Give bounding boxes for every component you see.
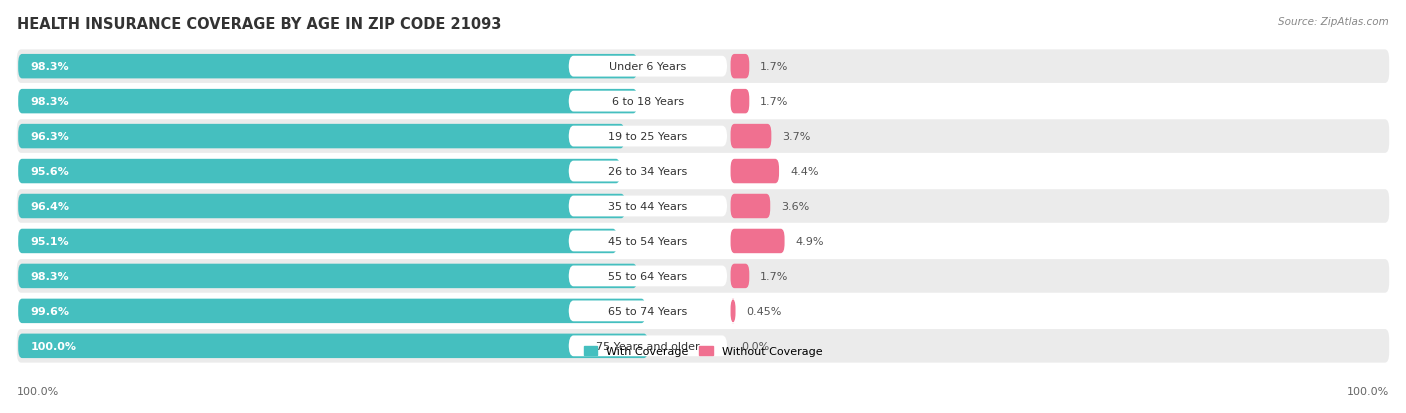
- Text: 0.0%: 0.0%: [741, 341, 770, 351]
- Text: 45 to 54 Years: 45 to 54 Years: [609, 236, 688, 247]
- Text: 35 to 44 Years: 35 to 44 Years: [609, 202, 688, 211]
- Text: 100.0%: 100.0%: [31, 341, 76, 351]
- FancyBboxPatch shape: [17, 190, 1389, 223]
- Text: 96.3%: 96.3%: [31, 132, 69, 142]
- FancyBboxPatch shape: [731, 299, 735, 323]
- FancyBboxPatch shape: [731, 125, 772, 149]
- FancyBboxPatch shape: [17, 50, 1389, 84]
- FancyBboxPatch shape: [18, 55, 637, 79]
- FancyBboxPatch shape: [17, 225, 1389, 258]
- Text: 19 to 25 Years: 19 to 25 Years: [609, 132, 688, 142]
- Text: 65 to 74 Years: 65 to 74 Years: [609, 306, 688, 316]
- FancyBboxPatch shape: [568, 126, 727, 147]
- Text: 0.45%: 0.45%: [747, 306, 782, 316]
- FancyBboxPatch shape: [568, 266, 727, 287]
- Text: HEALTH INSURANCE COVERAGE BY AGE IN ZIP CODE 21093: HEALTH INSURANCE COVERAGE BY AGE IN ZIP …: [17, 17, 502, 31]
- FancyBboxPatch shape: [18, 264, 637, 288]
- Text: 98.3%: 98.3%: [31, 62, 69, 72]
- Text: 1.7%: 1.7%: [761, 271, 789, 281]
- FancyBboxPatch shape: [568, 231, 727, 252]
- FancyBboxPatch shape: [18, 125, 624, 149]
- Text: 26 to 34 Years: 26 to 34 Years: [609, 166, 688, 177]
- FancyBboxPatch shape: [731, 55, 749, 79]
- Text: 100.0%: 100.0%: [17, 387, 59, 396]
- Text: 96.4%: 96.4%: [31, 202, 69, 211]
- FancyBboxPatch shape: [731, 194, 770, 219]
- FancyBboxPatch shape: [731, 159, 779, 184]
- Text: Source: ZipAtlas.com: Source: ZipAtlas.com: [1278, 17, 1389, 26]
- FancyBboxPatch shape: [17, 85, 1389, 119]
- FancyBboxPatch shape: [17, 294, 1389, 328]
- Text: 1.7%: 1.7%: [761, 62, 789, 72]
- FancyBboxPatch shape: [18, 194, 626, 219]
- FancyBboxPatch shape: [18, 159, 620, 184]
- Text: 75 Years and older: 75 Years and older: [596, 341, 700, 351]
- Text: 4.4%: 4.4%: [790, 166, 818, 177]
- FancyBboxPatch shape: [17, 120, 1389, 154]
- FancyBboxPatch shape: [731, 264, 749, 288]
- FancyBboxPatch shape: [18, 299, 645, 323]
- Text: 6 to 18 Years: 6 to 18 Years: [612, 97, 683, 107]
- FancyBboxPatch shape: [568, 57, 727, 77]
- Text: 3.7%: 3.7%: [782, 132, 811, 142]
- FancyBboxPatch shape: [18, 334, 648, 358]
- FancyBboxPatch shape: [568, 161, 727, 182]
- Text: 99.6%: 99.6%: [31, 306, 69, 316]
- Text: 95.6%: 95.6%: [31, 166, 69, 177]
- Text: 95.1%: 95.1%: [31, 236, 69, 247]
- FancyBboxPatch shape: [18, 90, 637, 114]
- FancyBboxPatch shape: [17, 329, 1389, 363]
- Text: 98.3%: 98.3%: [31, 97, 69, 107]
- FancyBboxPatch shape: [17, 259, 1389, 293]
- FancyBboxPatch shape: [568, 301, 727, 321]
- Text: 1.7%: 1.7%: [761, 97, 789, 107]
- FancyBboxPatch shape: [568, 336, 727, 356]
- Text: Under 6 Years: Under 6 Years: [609, 62, 686, 72]
- FancyBboxPatch shape: [568, 92, 727, 112]
- FancyBboxPatch shape: [18, 229, 617, 254]
- Text: 3.6%: 3.6%: [782, 202, 810, 211]
- FancyBboxPatch shape: [731, 90, 749, 114]
- Text: 55 to 64 Years: 55 to 64 Years: [609, 271, 688, 281]
- FancyBboxPatch shape: [17, 155, 1389, 188]
- Text: 4.9%: 4.9%: [796, 236, 824, 247]
- Text: 98.3%: 98.3%: [31, 271, 69, 281]
- FancyBboxPatch shape: [731, 229, 785, 254]
- Text: 100.0%: 100.0%: [1347, 387, 1389, 396]
- FancyBboxPatch shape: [568, 196, 727, 217]
- Legend: With Coverage, Without Coverage: With Coverage, Without Coverage: [579, 342, 827, 361]
